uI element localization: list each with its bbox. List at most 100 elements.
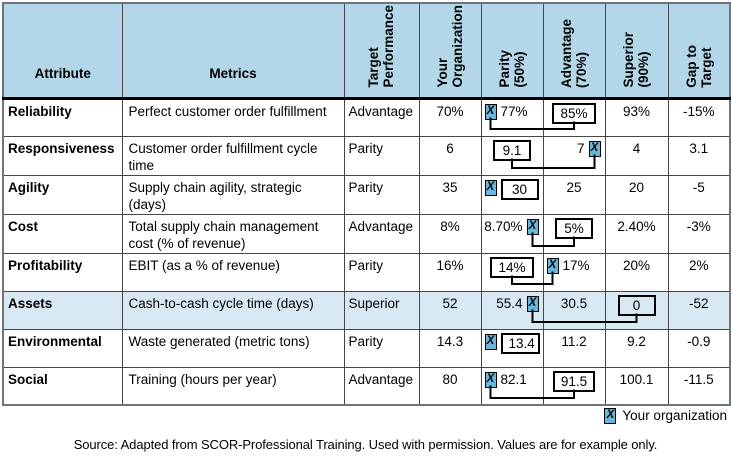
superior-cell: 9.2	[604, 328, 669, 368]
benchmark-value: 100.1	[619, 371, 654, 387]
your-organization-cell: 35	[418, 174, 482, 215]
table-row: Profitability EBIT (as a % of revenue) Par…	[2, 252, 731, 292]
advantage-cell: 91.5	[542, 366, 606, 406]
your-organization-marker: X	[484, 371, 497, 388]
rotated-label: Target Performance	[366, 5, 397, 88]
benchmark-value: 9.2	[627, 333, 646, 349]
superior-cell: 100.1	[604, 366, 669, 406]
gap-cell: -52	[667, 290, 731, 330]
parity-cell: 9.1	[480, 135, 544, 176]
metric-cell: Supply chain agility, strategic (days)	[121, 174, 345, 215]
table-row: Assets Cash-to-cash cycle time (days) Supe…	[2, 290, 731, 330]
your-organization-marker: X	[484, 179, 497, 196]
target-value-box: 30	[500, 178, 539, 200]
col-header-gap-to-target: Gap to Target	[667, 2, 731, 100]
gap-cell: -0.9	[667, 328, 731, 368]
your-organization-marker: X	[526, 218, 539, 235]
superior-cell: 2.40%	[604, 213, 669, 254]
metric-cell: EBIT (as a % of revenue)	[121, 252, 345, 292]
benchmark-value: 93%	[622, 103, 651, 119]
advantage-cell: 85%	[542, 97, 606, 137]
your-organization-marker: X	[588, 140, 601, 157]
metric-cell: Training (hours per year)	[121, 366, 345, 406]
target-value-box: 5%	[555, 217, 593, 239]
legend-label: Your organization	[622, 408, 727, 423]
col-header-parity: Parity (50%)	[480, 2, 544, 100]
table-header: Attribute Metrics Target Performance You…	[2, 2, 731, 100]
target-value-box: 9.1	[493, 139, 531, 161]
your-organization-cell: 6	[418, 135, 482, 176]
attribute-cell: Environmental	[2, 328, 123, 368]
parity-cell: X 30	[480, 174, 544, 215]
table-row: Environmental Waste generated (metric ton…	[2, 328, 731, 368]
your-organization-marker: X	[526, 295, 539, 312]
gap-cell: 2%	[667, 252, 731, 292]
your-organization-marker-icon: X	[604, 408, 617, 424]
source-note: Source: Adapted from SCOR-Professional T…	[73, 437, 658, 452]
table-row: Cost Total supply chain management cost (…	[2, 213, 731, 254]
col-header-advantage: Advantage (70%)	[542, 2, 606, 100]
advantage-cell: X 17%	[542, 252, 606, 292]
superior-cell: 0	[604, 290, 669, 330]
benchmark-value: 17%	[562, 257, 590, 273]
benchmark-value: 30.5	[560, 295, 588, 311]
attribute-cell: Agility	[2, 174, 123, 215]
rotated-label: Parity (50%)	[496, 50, 527, 88]
col-header-your-organization: Your Organization	[418, 2, 482, 100]
your-organization-marker: X	[484, 103, 497, 120]
superior-cell: 20	[604, 174, 669, 215]
parity-cell: 8.70% X	[480, 213, 544, 254]
legend: X Your organization	[604, 407, 727, 424]
target-performance-cell: Parity	[343, 174, 420, 215]
gap-cell: 3.1	[667, 135, 731, 176]
rotated-label: Superior (90%)	[621, 32, 652, 88]
benchmark-value: 8.70%	[484, 218, 523, 234]
attribute-cell: Social	[2, 366, 123, 406]
attribute-cell: Profitability	[2, 252, 123, 292]
target-value-box: 14%	[490, 256, 534, 278]
target-value-box: 0	[617, 294, 656, 316]
benchmark-value: 25	[566, 179, 582, 195]
benchmark-value: 11.2	[561, 333, 587, 349]
benchmark-value: 20%	[622, 257, 651, 273]
col-header-superior: Superior (90%)	[604, 2, 669, 100]
your-organization-marker: X	[546, 257, 559, 274]
advantage-cell: 11.2	[542, 328, 606, 368]
benchmark-value: 82.1	[500, 371, 527, 387]
gap-cell: -15%	[667, 97, 731, 137]
target-performance-cell: Parity	[343, 252, 420, 292]
gap-cell: -5	[667, 174, 731, 215]
superior-cell: 20%	[604, 252, 669, 292]
metric-cell: Waste generated (metric tons)	[121, 328, 345, 368]
target-performance-cell: Parity	[343, 328, 420, 368]
attribute-cell: Responsiveness	[2, 135, 123, 176]
benchmark-value: 7	[576, 140, 585, 156]
benchmark-value: 2.40%	[617, 218, 656, 234]
header-row: Attribute Metrics Target Performance You…	[2, 2, 731, 100]
benchmark-value: 4	[632, 140, 641, 156]
col-header-target-performance: Target Performance	[343, 2, 420, 100]
parity-cell: 55.4 X	[480, 290, 544, 330]
col-header-attribute: Attribute	[2, 2, 123, 100]
attribute-cell: Assets	[2, 290, 123, 330]
metric-cell: Customer order fulfillment cycle time	[121, 135, 345, 176]
target-performance-cell: Advantage	[343, 366, 420, 406]
rotated-label: Your Organization	[434, 5, 465, 88]
gap-cell: -11.5	[667, 366, 731, 406]
superior-cell: 4	[604, 135, 669, 176]
rotated-label: Advantage (70%)	[558, 18, 589, 88]
target-performance-cell: Advantage	[343, 213, 420, 254]
table-row: Responsiveness Customer order fulfillment…	[2, 135, 731, 176]
your-organization-marker: X	[484, 333, 497, 350]
your-organization-cell: 14.3	[418, 328, 482, 368]
benchmark-value: 55.4	[496, 295, 523, 311]
your-organization-cell: 52	[418, 290, 482, 330]
metric-cell: Perfect customer order fulfillment	[121, 97, 345, 137]
superior-cell: 93%	[604, 97, 669, 137]
your-organization-cell: 80	[418, 366, 482, 406]
metric-cell: Cash-to-cash cycle time (days)	[121, 290, 345, 330]
your-organization-cell: 70%	[418, 97, 482, 137]
rotated-label: Gap to Target	[683, 44, 714, 88]
